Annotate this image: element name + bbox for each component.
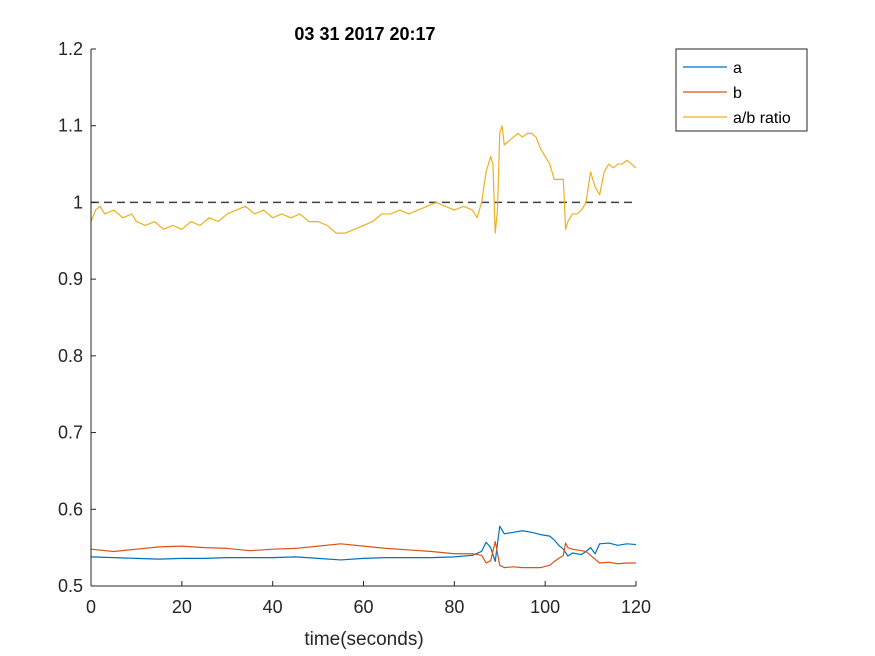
y-tick-label: 1.2 [58,39,83,59]
series-line-2 [90,540,636,569]
series-layer [90,125,637,569]
y-tick-label: 0.5 [58,576,83,596]
series-line-3 [90,125,637,234]
legend-label: a [733,60,742,77]
y-tick-label: 0.7 [58,423,83,443]
y-tick-label: 1.1 [58,116,83,136]
y-tick-label: 0.8 [58,346,83,366]
legend-items: ab a/b ratio [683,60,791,127]
legend: ab a/b ratio [675,48,808,132]
legend-label: b [733,85,742,102]
x-axis-label: time(seconds) [304,629,423,650]
x-tick-label: 120 [621,597,651,617]
y-ticks: 0.5 0.6 0.7 0.8 0.9 1 1.1 1.2 [58,39,96,596]
y-tick-label: 1 [73,192,83,212]
legend-label: a/b ratio [733,110,791,127]
x-tick-label: 0 [86,597,96,617]
y-tick-label: 0.9 [58,269,83,289]
x-tick-label: 20 [172,597,192,617]
x-ticks: 0 20 40 60 80 100 120 [86,581,651,617]
y-tick-label: 0.6 [58,499,83,519]
x-tick-label: 100 [530,597,560,617]
x-tick-label: 60 [353,597,373,617]
plot-area [91,49,636,586]
x-tick-label: 80 [444,597,464,617]
chart-title: 03 31 2017 20:17 [294,24,435,44]
x-tick-label: 40 [263,597,283,617]
